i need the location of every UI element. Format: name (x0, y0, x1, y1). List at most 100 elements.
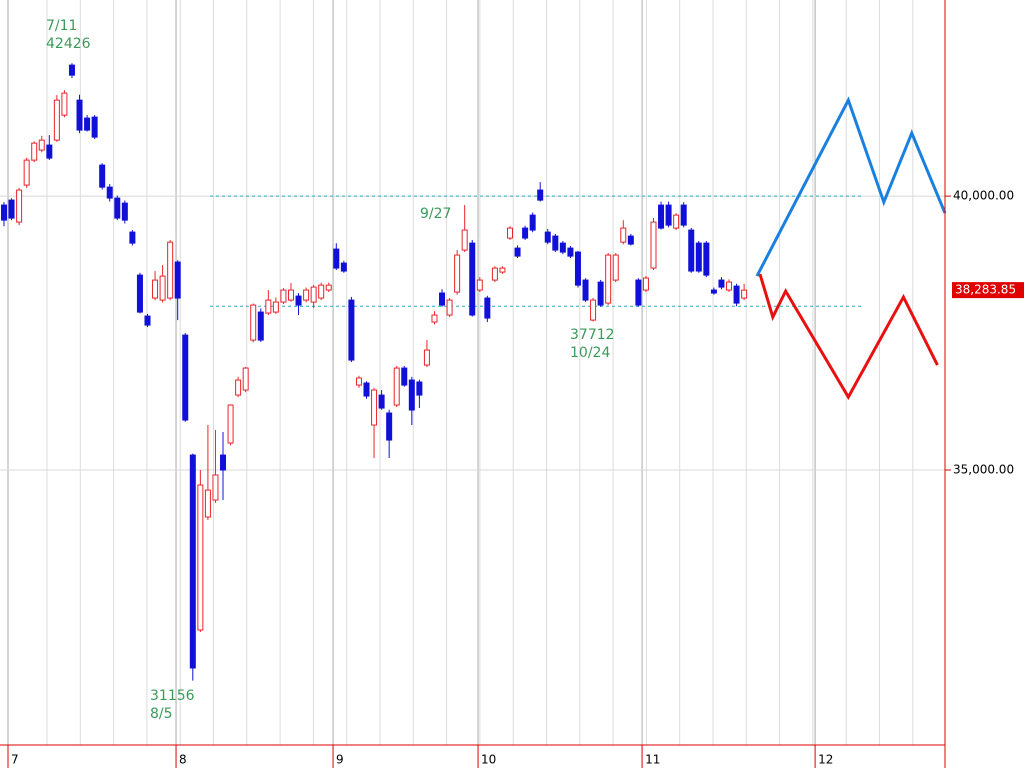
candle-body (212, 474, 219, 501)
candle-body (741, 289, 748, 299)
candle (174, 260, 181, 321)
candle-body (733, 285, 740, 304)
candle-body (272, 301, 279, 313)
candle (529, 212, 536, 233)
candle-body (673, 214, 680, 229)
candle-body (363, 382, 370, 397)
candle-body (506, 227, 513, 239)
candle (423, 340, 430, 368)
candle (318, 282, 325, 301)
candle (212, 430, 219, 503)
candle-body (46, 144, 53, 159)
candle-body (431, 314, 438, 323)
candle-body (582, 279, 589, 301)
candle-body (242, 367, 249, 391)
candle (620, 220, 627, 245)
candle (688, 227, 695, 273)
candle (99, 163, 106, 190)
candle (280, 288, 287, 305)
candle-body (84, 117, 91, 131)
forecast-line (758, 273, 939, 401)
candle-body (204, 489, 211, 518)
last-price-label: 38,283.85 (955, 283, 1016, 297)
candle-body (152, 279, 159, 299)
candle (182, 333, 189, 422)
candle-body (658, 204, 665, 229)
candle (227, 404, 234, 446)
candle (76, 94, 83, 134)
candle-body (325, 284, 332, 291)
candle-body (514, 247, 521, 257)
candle-body (597, 281, 604, 306)
candle-body (688, 229, 695, 272)
candle-body (53, 99, 60, 141)
last-price-box (952, 282, 1024, 299)
candle-body (257, 311, 264, 341)
candle-body (416, 381, 423, 396)
x-tick-label: 12 (818, 753, 833, 767)
candle-body (23, 159, 30, 186)
candle-body (220, 454, 227, 471)
candle-body (310, 286, 317, 303)
annotation-date: 8/5 (150, 706, 173, 722)
candle-body (620, 227, 627, 243)
candle-body (650, 221, 657, 269)
candle (106, 184, 113, 202)
candle-body (665, 204, 672, 226)
candle (401, 365, 408, 387)
candle (220, 432, 227, 501)
annotation-date: 7/11 (46, 18, 77, 34)
candle (129, 230, 136, 246)
candle-body (295, 295, 302, 306)
candle-body (189, 454, 196, 669)
annotation-value: 31156 (150, 688, 195, 704)
candle-body (401, 367, 408, 386)
annotation-date: 9/27 (420, 206, 451, 222)
candle-body (340, 262, 347, 272)
x-tick-label: 9 (336, 753, 344, 767)
candle-body (461, 229, 468, 251)
candle (665, 201, 672, 228)
candle (53, 95, 60, 142)
candle-body (333, 248, 340, 269)
candle (491, 266, 498, 283)
candle (393, 365, 400, 408)
candle-body (159, 275, 166, 301)
candle-body (1, 204, 8, 221)
candle-body (371, 389, 378, 426)
candle (650, 218, 657, 271)
candle (121, 200, 128, 224)
x-tick-label: 11 (645, 753, 660, 767)
candle (680, 202, 687, 228)
candle (718, 277, 725, 290)
candle (1, 202, 8, 227)
candle-body (31, 142, 38, 161)
candle-body (348, 299, 355, 361)
x-tick-label: 8 (179, 753, 187, 767)
candle (635, 278, 642, 307)
candle (152, 271, 159, 301)
candle-body (537, 189, 544, 201)
candle-body (484, 297, 491, 319)
candle-body (303, 289, 310, 301)
y-tick-label: 40,000.00 (953, 189, 1014, 203)
candle (499, 266, 506, 274)
candle (431, 311, 438, 325)
forecast-line (755, 96, 947, 277)
candle-body (227, 404, 234, 444)
candle (439, 289, 446, 307)
candle (189, 453, 196, 681)
candle (8, 198, 15, 221)
candle (574, 250, 581, 288)
candle-body (129, 231, 136, 244)
candle (287, 283, 294, 302)
candle-body (491, 267, 498, 281)
candle (204, 425, 211, 521)
candle-body (695, 242, 702, 272)
candle-body (590, 299, 597, 321)
candle (733, 283, 740, 307)
candle-body (235, 379, 242, 396)
candle (567, 245, 574, 259)
candle (703, 241, 710, 278)
